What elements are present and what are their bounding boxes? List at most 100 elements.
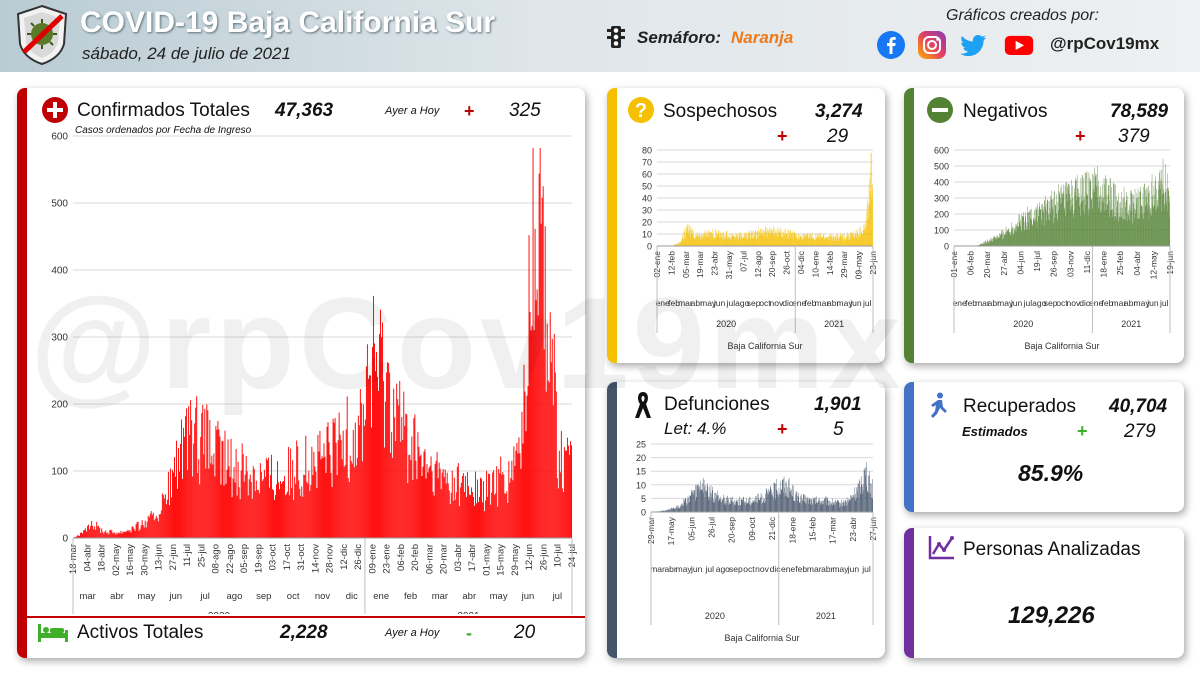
chart-bar: [454, 499, 456, 538]
chart-bar: [504, 493, 506, 538]
chart-bar: [521, 411, 523, 538]
facebook-icon[interactable]: [876, 30, 906, 60]
chart-bar: [277, 461, 278, 538]
chart-bar: [530, 330, 532, 538]
chart-bar: [269, 475, 271, 538]
x-year-tick: 2020: [705, 611, 725, 621]
chart-bar: [178, 447, 179, 538]
chart-bar: [121, 533, 123, 538]
chart-bar: [100, 532, 102, 538]
chart-bar: [570, 445, 572, 538]
confirmados-value: 47,363: [275, 100, 334, 121]
x-month-tick: may: [997, 298, 1014, 308]
chart-bar: [328, 442, 330, 538]
x-date-tick: 17-oct: [282, 544, 293, 571]
chart-bar: [87, 525, 89, 538]
chart-bar: [344, 464, 346, 538]
chart-bar: [559, 472, 561, 538]
chart-bar: [369, 375, 371, 538]
chart-bar: [251, 498, 253, 538]
negativos-value: 78,589: [1110, 101, 1169, 122]
chart-bar: [124, 531, 126, 538]
chart-bar: [238, 487, 240, 538]
chart-bar: [184, 436, 186, 538]
chart-bar: [429, 465, 431, 538]
y-tick-label: 30: [642, 206, 652, 216]
chart-bar: [267, 457, 269, 538]
x-date-tick: 19-jul: [1032, 251, 1042, 272]
chart-bar: [449, 504, 451, 538]
trend-chart-icon: [928, 536, 954, 560]
x-date-tick: 09-ene: [367, 544, 378, 574]
chart-bar: [485, 500, 487, 538]
x-date-tick: 30-may: [139, 544, 150, 576]
x-date-tick: 05-sep: [239, 544, 250, 573]
chart-bar: [319, 430, 321, 538]
chart-bar: [170, 497, 172, 538]
instagram-icon[interactable]: [917, 30, 947, 60]
chart-bar: [427, 472, 429, 538]
chart-bar: [191, 420, 193, 538]
chart-bar: [359, 389, 361, 538]
confirmados-card: Confirmados Totales 47,363 Ayer a Hoy + …: [17, 88, 585, 658]
x-date-tick: 03-oct: [268, 544, 279, 571]
chart-bar: [144, 520, 146, 538]
chart-bar: [496, 466, 498, 538]
chart-bar: [104, 531, 106, 538]
chart-bar: [166, 499, 168, 538]
chart-bar: [259, 463, 261, 538]
x-date-tick: 17-abr: [467, 544, 478, 571]
x-date-tick: 12-jun: [524, 544, 535, 570]
chart-bar: [565, 450, 567, 538]
chart-bar: [321, 455, 323, 538]
social-handle[interactable]: @rpCov19mx: [1050, 34, 1160, 53]
chart-bar: [539, 148, 541, 538]
chart-bar: [115, 534, 117, 538]
chart-bar: [194, 423, 196, 538]
x-date-tick: 14-feb: [825, 251, 835, 275]
chart-bar: [250, 481, 252, 538]
chart-bar: [139, 529, 141, 538]
recuperados-delta-sign: +: [1077, 421, 1088, 441]
chart-bar: [395, 440, 397, 538]
chart-bar: [240, 470, 242, 538]
chart-bar: [557, 488, 559, 538]
chart-bar: [456, 466, 458, 538]
chart-bar: [302, 496, 304, 538]
chart-bar: [149, 513, 151, 538]
recuperados-percent: 85.9%: [1018, 460, 1084, 486]
x-month-tick: dic: [782, 298, 794, 308]
chart-bar: [206, 404, 208, 538]
confirmados-note: Casos ordenados por Fecha de Ingreso: [75, 125, 252, 136]
chart-bar: [308, 470, 310, 538]
y-tick-label: 60: [642, 170, 652, 180]
youtube-icon[interactable]: [1004, 30, 1034, 60]
chart-bar: [461, 475, 463, 538]
twitter-icon[interactable]: [958, 30, 988, 60]
chart-bar: [477, 479, 478, 538]
x-date-tick: 19-sep: [253, 544, 264, 573]
x-date-tick: 23-abr: [710, 251, 720, 276]
x-date-tick: 28-nov: [325, 544, 336, 573]
chart-bar: [377, 376, 378, 538]
x-month-tick: abr: [821, 564, 833, 574]
activos-value: 2,228: [280, 622, 328, 643]
defunciones-delta: 5: [833, 419, 844, 440]
x-month-tick: may: [700, 298, 717, 308]
chart-bar: [499, 473, 501, 538]
x-date-tick: 26-dic: [353, 544, 364, 570]
chart-bar: [380, 309, 382, 538]
chart-bar: [175, 476, 176, 538]
chart-bar: [515, 450, 517, 538]
x-month-tick: nov: [1067, 298, 1081, 308]
x-month-tick: feb: [404, 591, 417, 602]
chart-bar: [285, 495, 287, 538]
chart-bar: [404, 425, 406, 538]
x-month-tick: jul: [861, 564, 871, 574]
chart-bar: [445, 483, 447, 538]
chart-bar: [83, 530, 85, 538]
x-month-tick: jun: [713, 298, 726, 308]
chart-bar: [525, 431, 527, 538]
chart-bar: [186, 408, 188, 538]
chart-bar: [110, 529, 112, 538]
